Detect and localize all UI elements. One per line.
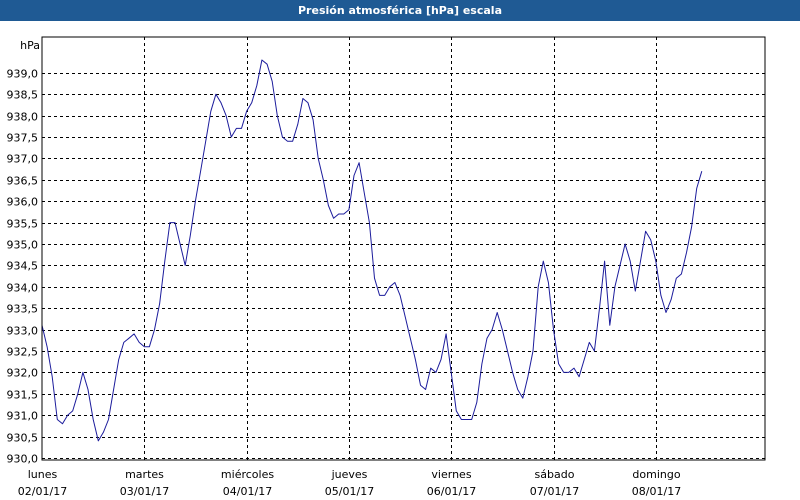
x-tick-day: miércoles [221,468,274,481]
y-tick-label: 932,5 [7,346,39,359]
x-tick-day: domingo [632,468,680,481]
y-tick-label: 930,0 [7,453,39,466]
x-tick-date: 02/01/17 [18,485,67,498]
x-tick-day: martes [125,468,164,481]
plot-frame [41,36,766,461]
y-tick-label: 935,0 [7,239,39,252]
y-tick-label: 939,0 [7,68,39,81]
y-axis-labels: hPa 930,0 930,5 931,0 931,5 932,0 932,5 933,0 9… [7,39,41,466]
y-tick-label: 936,5 [7,175,39,188]
y-tick-label: 932,0 [7,367,39,380]
x-tick-date: 05/01/17 [325,485,374,498]
chart-title: Presión atmosférica [hPa] escala [0,0,800,21]
y-tick-label: 938,5 [7,89,39,102]
x-tick-date: 06/01/17 [427,485,476,498]
y-tick-label: 934,5 [7,260,39,273]
y-tick-label: 931,0 [7,410,39,423]
x-tick-date: 04/01/17 [223,485,272,498]
y-tick-label: 933,5 [7,303,39,316]
x-axis-labels: lunes 02/01/17 martes 03/01/17 miércoles 04/0… [18,468,681,498]
y-tick-label: 936,0 [7,196,39,209]
y-tick-label: 937,5 [7,132,39,145]
x-tick-date: 07/01/17 [530,485,579,498]
grid [42,37,765,460]
x-tick-date: 03/01/17 [120,485,169,498]
pressure-series-line [41,59,703,442]
x-tick-date: 08/01/17 [632,485,681,498]
x-tick-day: lunes [28,468,58,481]
series [41,59,703,442]
y-tick-label: 930,5 [7,432,39,445]
x-tick-day: sábado [535,468,575,481]
y-tick-label: 938,0 [7,111,39,124]
y-tick-label: 933,0 [7,325,39,338]
y-tick-label: 931,5 [7,389,39,402]
x-tick-day: jueves [331,468,368,481]
x-tick-day: viernes [431,468,471,481]
y-tick-label: 934,0 [7,282,39,295]
y-axis-unit-label: hPa [20,39,40,52]
y-tick-label: 937,0 [7,153,39,166]
y-tick-label: 935,5 [7,218,39,231]
